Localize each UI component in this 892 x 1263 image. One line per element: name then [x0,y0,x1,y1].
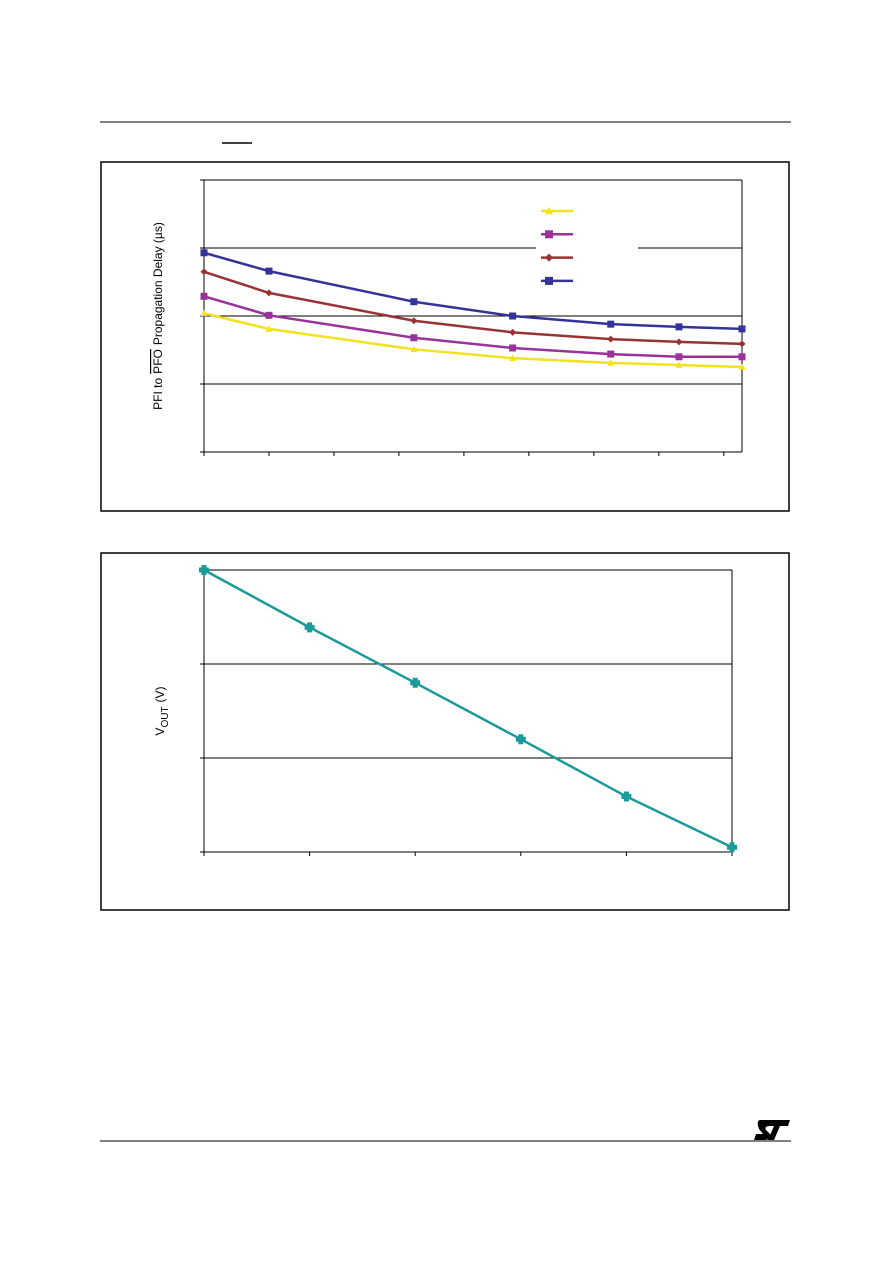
data-point [265,267,273,275]
y-axis-label-part: V [153,728,167,736]
data-point [509,312,517,320]
data-point [607,335,615,343]
data-point [199,565,209,575]
data-point [410,345,418,353]
data-point [675,338,683,346]
data-point [621,791,632,802]
y-axis-label-part: PFI to [151,378,165,410]
data-point [738,325,746,333]
chart: PFI to PFO Propagation Delay (µs) [151,179,746,456]
y-axis-label-part: (V) [153,686,167,702]
data-point [515,734,526,745]
data-point [200,249,208,257]
data-point [738,340,746,348]
data-point [675,323,683,331]
legend-marker [545,207,553,215]
series-line [203,270,743,346]
data-point [410,334,418,342]
data-point [607,320,615,328]
y-axis-label-part: PFO [151,349,165,374]
data-point [607,350,615,358]
data-point [200,268,208,276]
legend-marker [545,230,553,239]
data-point [410,317,418,325]
data-point [410,677,421,688]
y-axis-label: PFI to PFO Propagation Delay (µs) [151,222,165,410]
data-point [727,842,737,853]
data-point [509,328,517,336]
data-point [675,361,683,368]
data-point [265,325,273,332]
data-point [509,344,517,352]
data-point [675,353,683,361]
data-point [738,353,746,361]
chart-frame [100,161,790,512]
series-line [203,568,733,849]
legend-marker [545,253,553,262]
y-axis-label: VOUT (V) [153,686,171,735]
legend-marker [545,276,553,285]
chart-frame [100,552,790,911]
data-point [200,292,208,300]
y-axis-label-part: OUT [160,706,171,727]
y-axis-label-part: Propagation Delay (µs) [151,222,165,345]
data-point [265,289,273,297]
legend [536,198,638,292]
data-point [509,354,517,361]
chart: VOUT (V) [153,565,737,856]
data-point [265,311,273,319]
data-point [738,363,746,370]
data-point [410,298,418,306]
data-point [607,359,615,366]
data-point [200,309,208,317]
st-logo [754,1120,790,1140]
data-point [304,622,315,633]
